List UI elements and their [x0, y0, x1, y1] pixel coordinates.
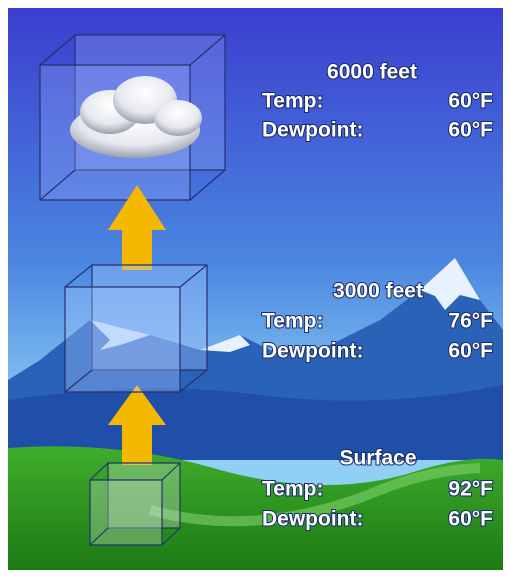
dewpoint-value: 60°F: [448, 340, 493, 363]
temp-value: 76°F: [448, 310, 493, 333]
level-label: Surface: [339, 447, 416, 470]
level-label: 6000 feet: [327, 61, 417, 84]
level-label: 3000 feet: [333, 280, 423, 303]
dewpoint-label: Dewpoint:: [262, 508, 363, 531]
dewpoint-label: Dewpoint:: [262, 119, 363, 142]
dewpoint-value: 60°F: [448, 119, 493, 142]
temp-label: Temp:: [262, 310, 323, 333]
dewpoint-label: Dewpoint:: [262, 340, 363, 363]
temp-label: Temp:: [262, 478, 323, 501]
temp-value: 92°F: [448, 478, 493, 501]
temp-label: Temp:: [262, 90, 323, 113]
temp-value: 60°F: [448, 90, 493, 113]
dewpoint-value: 60°F: [448, 508, 493, 531]
illustration: 6000 feet Temp: 60°F Dewpoint: 60°F 3000…: [0, 0, 511, 578]
